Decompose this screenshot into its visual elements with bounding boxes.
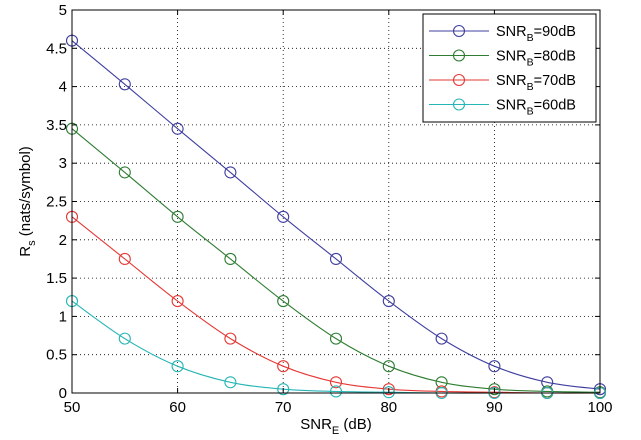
y-tick-label: 4 [59, 79, 67, 96]
data-point [329, 376, 343, 389]
data-point [329, 252, 343, 266]
x-tick-label: 100 [587, 399, 612, 416]
legend-marker [452, 98, 466, 111]
series-line [71, 128, 601, 393]
x-tick-label: 90 [486, 399, 503, 416]
data-point [488, 360, 501, 373]
data-point [277, 360, 290, 373]
legend-marker [452, 73, 466, 87]
data-point [382, 383, 395, 396]
series-line [71, 40, 601, 390]
series-line [71, 216, 601, 394]
legend-item: SNRB=70dB [429, 73, 576, 93]
legend-item: SNRB=60dB [429, 98, 576, 118]
data-point [118, 78, 131, 91]
legend-label: SNRB=70dB [496, 73, 576, 93]
data-point [224, 332, 237, 345]
legend-item: SNRB=90dB [429, 24, 576, 44]
y-tick-label: 2 [59, 232, 67, 249]
y-tick-label: 0 [59, 385, 67, 402]
data-point [435, 332, 448, 345]
x-tick-label: 70 [275, 399, 292, 416]
data-point [329, 332, 343, 345]
legend-marker [452, 24, 466, 38]
y-tick-label: 2.5 [46, 194, 67, 211]
data-point [224, 376, 237, 389]
y-axis-label: Rs (nats/symbol) [17, 146, 38, 257]
data-point [224, 166, 237, 179]
data-point [382, 386, 395, 399]
data-point [171, 210, 184, 223]
plot-series [65, 34, 607, 400]
data-point [171, 295, 184, 308]
data-point [277, 383, 290, 396]
data-point [224, 252, 237, 266]
series-4 [65, 295, 607, 400]
series-3 [65, 210, 607, 400]
series-line [71, 300, 600, 394]
y-tick-label: 0.5 [46, 347, 67, 364]
legend-marker [452, 49, 466, 62]
data-point [329, 385, 343, 398]
x-tick-label: 80 [380, 399, 397, 416]
data-point [488, 383, 501, 396]
x-axis-label: SNRE (dB) [300, 416, 372, 437]
series-1 [65, 34, 607, 396]
y-tick-label: 4.5 [46, 40, 67, 57]
y-tick-label: 3 [59, 155, 67, 172]
data-point [118, 332, 131, 345]
y-tick-label: 1.5 [46, 270, 67, 287]
y-tick-label: 5 [59, 2, 67, 19]
data-point [382, 360, 395, 373]
data-point [118, 252, 131, 266]
data-point [382, 295, 395, 308]
data-point [171, 122, 184, 135]
legend-label: SNRB=90dB [496, 24, 576, 44]
legend: SNRB=90dB SNRB=80dB SNRB=70dB SNRB=60dB [422, 13, 597, 123]
data-point [277, 295, 290, 308]
x-tick-label: 50 [64, 399, 81, 416]
legend-label: SNRB=60dB [496, 98, 576, 118]
ticks: 50 60 70 80 90 100 0 0.5 1 1.5 2 2.5 3 3.5 4 4.5 5 [46, 2, 612, 416]
series-2 [65, 122, 607, 399]
data-point [277, 210, 290, 223]
x-tick-label: 60 [169, 399, 186, 416]
legend-label: SNRB=80dB [496, 49, 576, 69]
legend-item: SNRB=80dB [429, 49, 576, 69]
y-tick-label: 3.5 [46, 117, 67, 134]
y-tick-label: 1 [59, 308, 67, 325]
data-point [171, 360, 184, 373]
data-point [118, 166, 131, 179]
